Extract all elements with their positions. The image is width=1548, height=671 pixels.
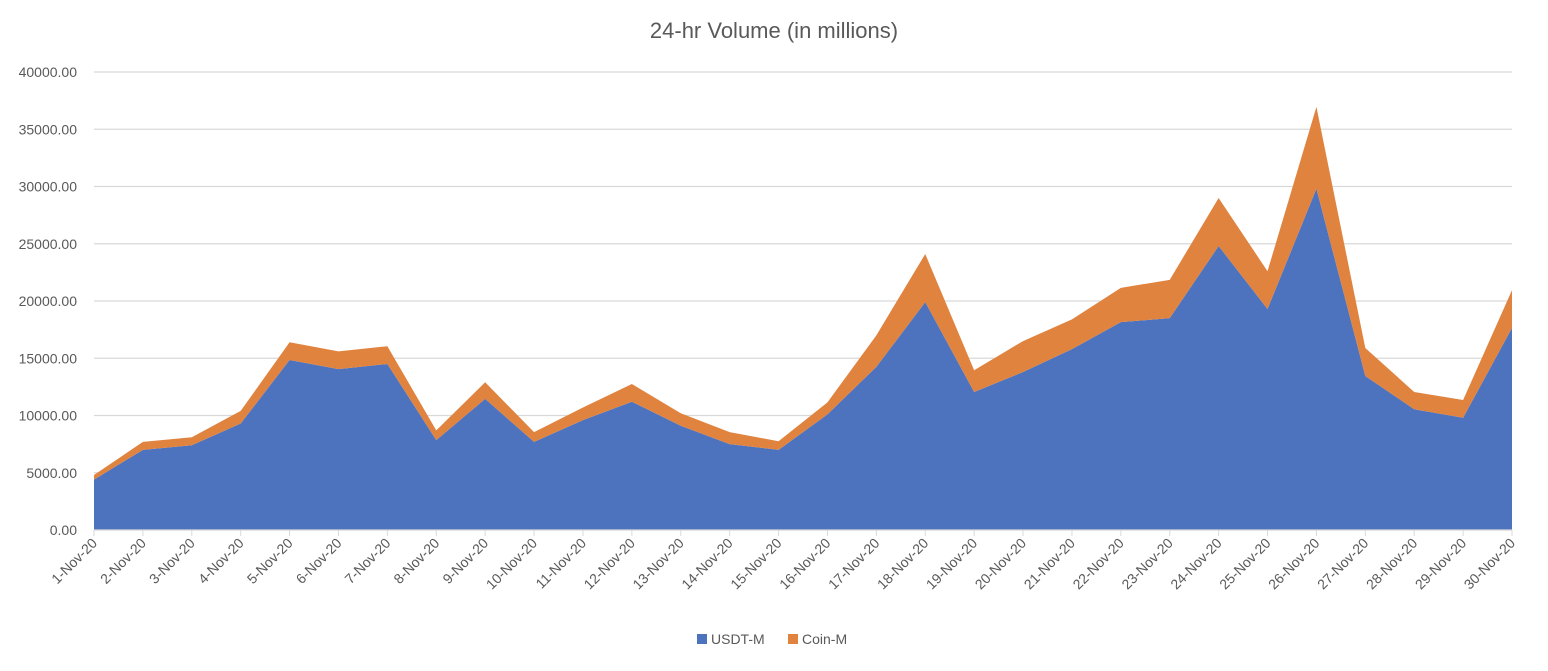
x-tick-label: 10-Nov-20 bbox=[483, 535, 541, 593]
legend-swatch bbox=[697, 634, 707, 644]
legend-swatch bbox=[788, 634, 798, 644]
x-tick-label: 28-Nov-20 bbox=[1363, 535, 1421, 593]
x-tick-label: 3-Nov-20 bbox=[146, 535, 198, 587]
x-tick-label: 30-Nov-20 bbox=[1461, 535, 1519, 593]
x-tick-label: 17-Nov-20 bbox=[825, 535, 883, 593]
x-tick-label: 23-Nov-20 bbox=[1118, 535, 1176, 593]
x-tick-label: 25-Nov-20 bbox=[1216, 535, 1274, 593]
x-tick-label: 4-Nov-20 bbox=[195, 535, 247, 587]
chart-title: 24-hr Volume (in millions) bbox=[650, 18, 898, 43]
x-tick-label: 6-Nov-20 bbox=[293, 535, 345, 587]
x-tick-label: 2-Nov-20 bbox=[97, 535, 149, 587]
x-tick-label: 20-Nov-20 bbox=[972, 535, 1030, 593]
y-tick-label: 15000.00 bbox=[19, 350, 78, 366]
y-tick-label: 25000.00 bbox=[19, 236, 78, 252]
y-tick-label: 30000.00 bbox=[19, 179, 78, 195]
y-tick-label: 35000.00 bbox=[19, 121, 78, 137]
area-series-usdt-m bbox=[94, 188, 1512, 531]
x-tick-label: 1-Nov-20 bbox=[48, 535, 100, 587]
x-tick-label: 13-Nov-20 bbox=[629, 535, 687, 593]
y-tick-label: 5000.00 bbox=[26, 465, 77, 481]
x-tick-label: 5-Nov-20 bbox=[244, 535, 296, 587]
x-tick-label: 7-Nov-20 bbox=[341, 535, 393, 587]
x-tick-label: 27-Nov-20 bbox=[1314, 535, 1372, 593]
x-tick-label: 14-Nov-20 bbox=[678, 535, 736, 593]
x-tick-label: 19-Nov-20 bbox=[923, 535, 981, 593]
x-tick-label: 18-Nov-20 bbox=[874, 535, 932, 593]
x-tick-label: 12-Nov-20 bbox=[580, 535, 638, 593]
y-tick-label: 40000.00 bbox=[19, 64, 78, 80]
x-tick-label: 29-Nov-20 bbox=[1412, 535, 1470, 593]
y-tick-label: 0.00 bbox=[50, 522, 77, 538]
x-tick-label: 21-Nov-20 bbox=[1021, 535, 1079, 593]
x-tick-label: 15-Nov-20 bbox=[727, 535, 785, 593]
x-tick-label: 11-Nov-20 bbox=[532, 535, 589, 592]
legend-label: USDT-M bbox=[711, 631, 765, 647]
y-tick-label: 10000.00 bbox=[19, 408, 78, 424]
y-tick-label: 20000.00 bbox=[19, 293, 78, 309]
x-tick-label: 16-Nov-20 bbox=[776, 535, 834, 593]
x-tick-label: 24-Nov-20 bbox=[1167, 535, 1225, 593]
x-tick-label: 26-Nov-20 bbox=[1265, 535, 1323, 593]
x-tick-label: 8-Nov-20 bbox=[390, 535, 442, 587]
legend-label: Coin-M bbox=[802, 631, 847, 647]
x-tick-label: 22-Nov-20 bbox=[1069, 535, 1127, 593]
